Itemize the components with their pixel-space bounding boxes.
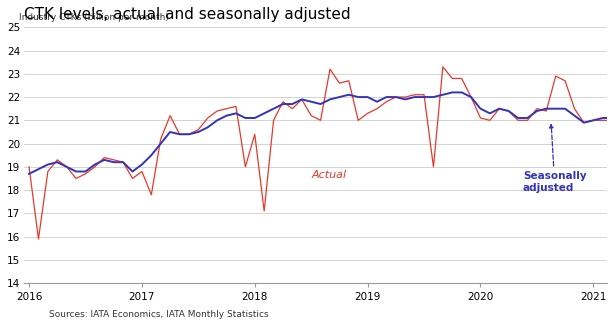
Text: Actual: Actual: [311, 170, 346, 180]
Text: Sources: IATA Economics, IATA Monthly Statistics: Sources: IATA Economics, IATA Monthly St…: [49, 310, 269, 319]
Text: Industry CTKs (billion per month): Industry CTKs (billion per month): [18, 13, 168, 22]
Text: CTK levels, actual and seasonally adjusted: CTK levels, actual and seasonally adjust…: [25, 7, 351, 22]
Text: Seasonally
adjusted: Seasonally adjusted: [523, 125, 586, 193]
